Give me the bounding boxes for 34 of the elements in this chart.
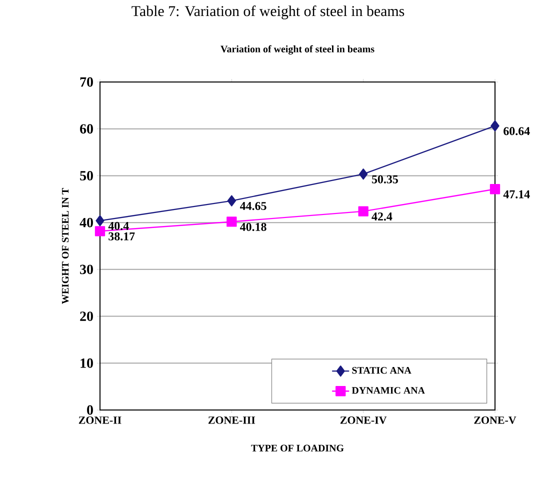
legend-label: DYNAMIC ANA <box>352 387 425 394</box>
y-tick-label: 60 <box>80 124 93 134</box>
legend-label: STATIC ANA <box>352 367 412 374</box>
y-tick-label: 30 <box>80 264 93 274</box>
data-label: 40.18 <box>240 222 266 232</box>
data-label: 50.35 <box>372 175 398 184</box>
data-label: 60.64 <box>504 127 530 136</box>
y-tick-label: 50 <box>80 171 93 180</box>
point <box>490 120 500 132</box>
y-tick-label: 40 <box>80 218 93 228</box>
y-tick-label: 20 <box>80 312 93 321</box>
y-axis-title: WEIGHT OF STEEL IN T <box>62 188 69 304</box>
chart-title: Variation of weight of steel in beams <box>220 45 374 55</box>
caption: Table 7: Variation of weight of steel in beams <box>132 6 404 20</box>
x-tick-label: ZONE-V <box>474 416 516 424</box>
y-tick-label: 10 <box>80 358 93 368</box>
point <box>490 184 500 194</box>
data-label: 47.14 <box>503 190 530 198</box>
data-label: 40.4 <box>108 222 129 230</box>
data-label: 38.17 <box>108 232 135 240</box>
data-label: 44.65 <box>240 202 266 210</box>
point <box>358 206 368 216</box>
x-tick-label: ZONE-II <box>78 416 122 424</box>
point <box>226 216 237 227</box>
point <box>227 195 236 206</box>
x-tick-label: ZONE-IV <box>340 416 387 424</box>
y-tick-label: 70 <box>80 77 93 87</box>
point <box>96 215 104 226</box>
point <box>94 226 106 236</box>
x-tick-label: ZONE-III <box>208 416 256 424</box>
data-label: 42.4 <box>372 212 392 221</box>
point <box>359 168 368 180</box>
y-tick-label: 0 <box>87 405 93 415</box>
x-axis-title: TYPE OF LOADING <box>251 444 344 452</box>
